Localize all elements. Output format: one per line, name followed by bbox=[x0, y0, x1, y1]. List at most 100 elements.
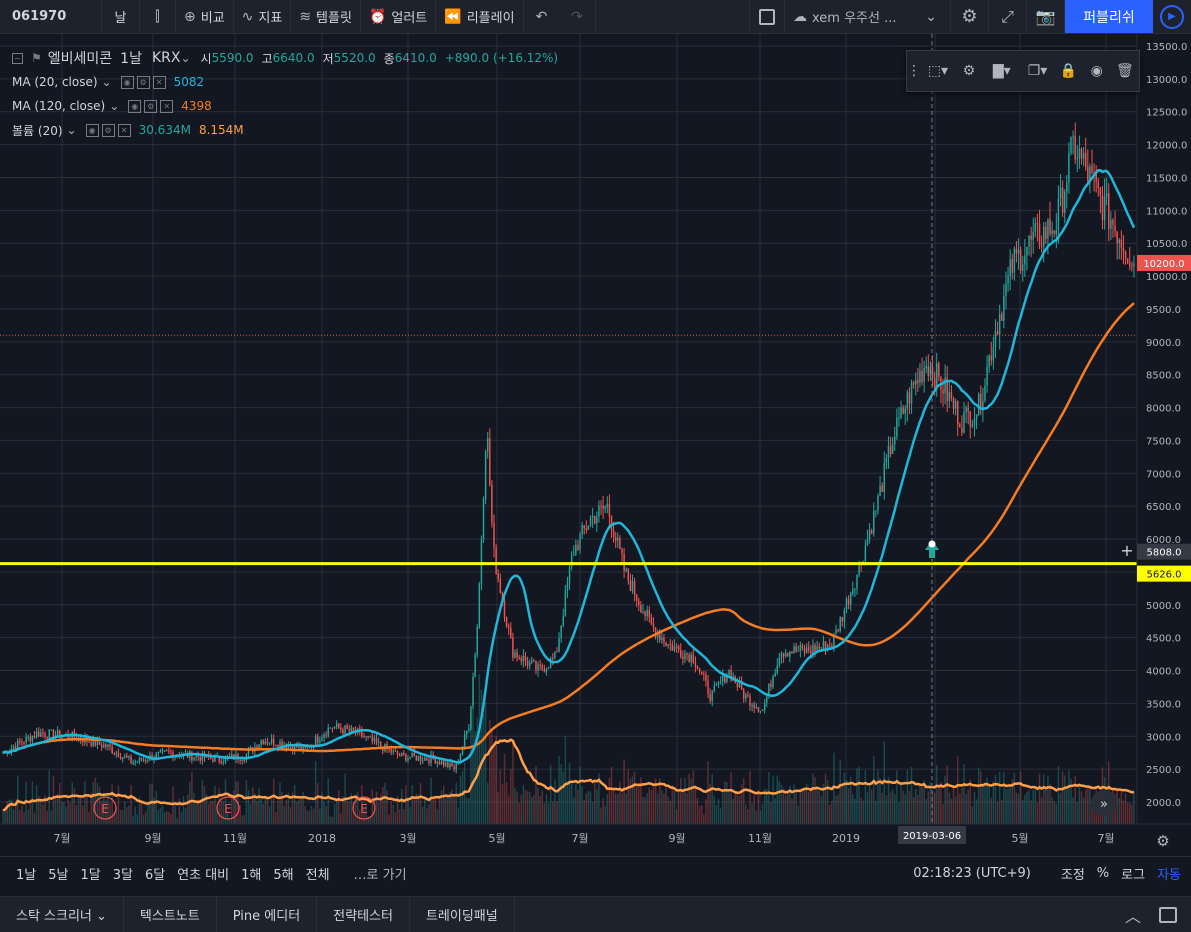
snapshot-button[interactable]: 📷 bbox=[1027, 0, 1065, 33]
settings-button[interactable]: ⚙ bbox=[951, 0, 989, 33]
candle-body bbox=[724, 673, 726, 682]
candle-body bbox=[1070, 137, 1072, 154]
clock-time[interactable]: 02:18:23 (UTC+9) bbox=[913, 866, 1031, 881]
footer-tab-0[interactable]: 스탁 스크리너 ⌄ bbox=[0, 897, 124, 932]
chart-settings-gear-icon[interactable]: ⚙ bbox=[1156, 832, 1169, 850]
exchange-chevron-icon[interactable]: ⌄ bbox=[180, 51, 191, 65]
range-button-7[interactable]: 5해 bbox=[273, 868, 294, 883]
collapse-panel-icon[interactable]: ︿ bbox=[1124, 906, 1141, 926]
close-icon[interactable]: ✕ bbox=[160, 99, 174, 113]
range-button-4[interactable]: 6달 bbox=[144, 868, 166, 883]
compare-button[interactable]: ⊕ 비교 bbox=[176, 0, 234, 33]
candle-body bbox=[82, 740, 84, 743]
price-tick-label: 2500.0 bbox=[1146, 765, 1181, 776]
gear-icon[interactable]: ⚙ bbox=[144, 99, 158, 113]
candle-body bbox=[103, 744, 105, 748]
eye-icon[interactable]: ◉ bbox=[1090, 63, 1103, 79]
goto-date-button[interactable]: …로 가기 bbox=[353, 868, 407, 883]
range-button-2[interactable]: 1달 bbox=[80, 868, 101, 883]
candle-body bbox=[1089, 166, 1091, 182]
footer-tab-4[interactable]: 트레이딩패널 bbox=[410, 897, 515, 932]
range-button-1[interactable]: 5날 bbox=[48, 868, 69, 883]
auto-button[interactable]: 자동 bbox=[1157, 868, 1181, 883]
candle-body bbox=[1001, 314, 1003, 321]
undo-button[interactable]: ↶ bbox=[524, 0, 560, 33]
percent-button[interactable]: % bbox=[1096, 866, 1110, 881]
volume-bar bbox=[873, 756, 875, 824]
price-axis[interactable] bbox=[1137, 34, 1191, 824]
candle-body bbox=[199, 757, 202, 761]
close-icon[interactable]: ✕ bbox=[117, 123, 131, 137]
chevron-down-icon[interactable]: ⌄ bbox=[101, 75, 112, 89]
eye-icon[interactable]: ◉ bbox=[85, 123, 99, 137]
range-button-8[interactable]: 전체 bbox=[305, 868, 330, 883]
log-button[interactable]: 로그 bbox=[1121, 868, 1146, 883]
volume-bar bbox=[946, 765, 948, 824]
layout-selector[interactable]: ☁ xem 우주선 ... ⌄ bbox=[785, 0, 951, 33]
fullscreen-layout-button[interactable] bbox=[749, 0, 785, 33]
square-icon bbox=[759, 8, 775, 25]
alerts-button[interactable]: ⏰ 얼러트 bbox=[361, 0, 437, 33]
drag-handle-icon[interactable]: ⋮ bbox=[907, 63, 921, 79]
chevron-down-icon[interactable]: ⌄ bbox=[109, 99, 120, 113]
gear-icon[interactable]: ⚙ bbox=[962, 63, 976, 79]
candle-body bbox=[495, 547, 497, 574]
maximize-panel-icon[interactable] bbox=[1159, 906, 1177, 923]
eye-icon[interactable]: ◉ bbox=[120, 75, 134, 89]
eye-icon[interactable]: ◉ bbox=[128, 99, 142, 113]
collapse-icon[interactable]: − bbox=[12, 52, 23, 64]
footer-tab-1[interactable]: 텍스트노트 bbox=[124, 897, 217, 932]
candle-body bbox=[688, 654, 690, 662]
volume-bar bbox=[430, 777, 432, 824]
candle-style-button[interactable]: ⫿ bbox=[140, 0, 176, 33]
volume-bar bbox=[174, 805, 176, 824]
candle-body bbox=[931, 366, 934, 378]
candle-body bbox=[1034, 223, 1037, 232]
candle-body bbox=[904, 408, 906, 414]
footer-tab-2[interactable]: Pine 에디터 bbox=[217, 897, 318, 932]
clone-icon[interactable]: ❐▾ bbox=[1027, 63, 1048, 79]
close-icon[interactable]: ✕ bbox=[152, 75, 166, 89]
legend-ma20[interactable]: MA (20, close) ⌄ ◉ ⚙ ✕ 5082 bbox=[12, 70, 558, 94]
volume-bar bbox=[195, 803, 197, 824]
symbol-search[interactable]: 061970 bbox=[0, 0, 102, 33]
candle-body bbox=[772, 676, 774, 687]
flag-icon[interactable]: ⚑ bbox=[31, 51, 42, 65]
interval-button[interactable]: 날 bbox=[102, 0, 140, 33]
volume-bar bbox=[570, 781, 573, 824]
candle-body bbox=[942, 390, 944, 394]
candle-body bbox=[518, 657, 520, 659]
volume-bar bbox=[264, 797, 267, 824]
range-button-6[interactable]: 1해 bbox=[241, 868, 262, 883]
range-button-0[interactable]: 1날 bbox=[16, 868, 37, 883]
templates-button[interactable]: ≋ 템플릿 bbox=[291, 0, 361, 33]
volume-bar bbox=[266, 798, 269, 824]
replay-button[interactable]: ⏪ 리플레이 bbox=[436, 0, 524, 33]
legend-volume[interactable]: 볼륨 (20) ⌄ ◉ ⚙ ✕ 30.634M 8.154M bbox=[12, 118, 558, 142]
volume-bar bbox=[44, 795, 46, 824]
candle-body bbox=[537, 664, 539, 671]
play-button[interactable]: ▶ bbox=[1153, 0, 1191, 33]
legend-ma120[interactable]: MA (120, close) ⌄ ◉ ⚙ ✕ 4398 bbox=[12, 94, 558, 118]
gear-icon[interactable]: ⚙ bbox=[136, 75, 150, 89]
adjust-button[interactable]: 조정 bbox=[1060, 868, 1085, 883]
gear-icon[interactable]: ⚙ bbox=[101, 123, 115, 137]
lock-icon[interactable]: 🔒 bbox=[1059, 63, 1078, 79]
scroll-right-button[interactable]: » bbox=[1091, 790, 1117, 816]
redo-button[interactable]: ↷ bbox=[560, 0, 596, 33]
publish-label: 퍼블리쉬 bbox=[1083, 9, 1135, 26]
publish-button[interactable]: 퍼블리쉬 bbox=[1065, 0, 1153, 33]
fill-color-icon[interactable]: ▇▾ bbox=[992, 63, 1011, 79]
candle-body bbox=[946, 377, 948, 401]
fullscreen-button[interactable]: ⤢ bbox=[989, 0, 1027, 33]
footer-tab-3[interactable]: 전략테스터 bbox=[317, 897, 410, 932]
line-style-icon[interactable]: ⬚▾ bbox=[927, 63, 949, 79]
candle-body bbox=[210, 757, 212, 759]
indicators-button[interactable]: ∿ 지표 bbox=[234, 0, 292, 33]
time-axis[interactable] bbox=[0, 824, 1191, 856]
trash-icon[interactable]: 🗑 bbox=[1116, 63, 1134, 79]
range-button-3[interactable]: 3달 bbox=[112, 868, 133, 883]
chevron-down-icon[interactable]: ⌄ bbox=[66, 123, 77, 137]
range-button-5[interactable]: 연초 대비 bbox=[177, 868, 230, 883]
